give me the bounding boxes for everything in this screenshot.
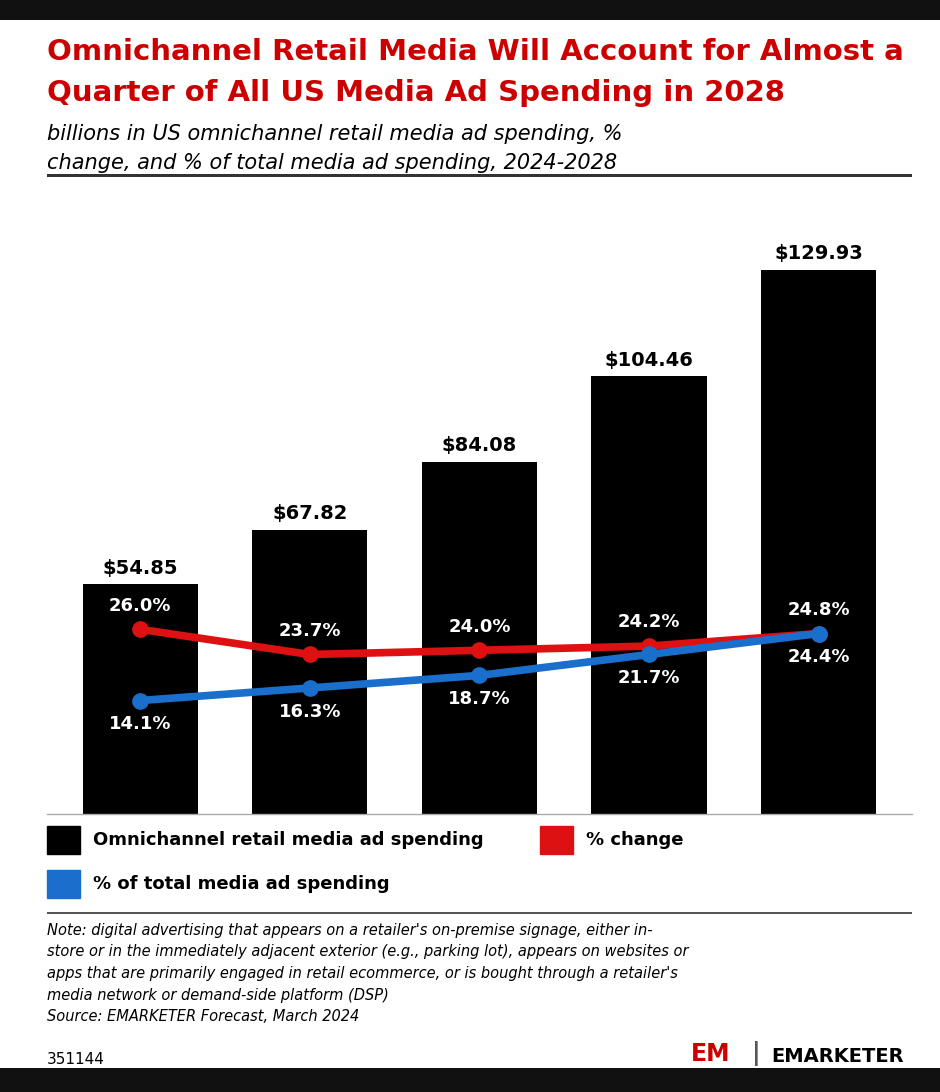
Text: Quarter of All US Media Ad Spending in 2028: Quarter of All US Media Ad Spending in 2… — [47, 79, 785, 107]
Bar — [252, 530, 368, 814]
Text: Omnichannel retail media ad spending: Omnichannel retail media ad spending — [93, 831, 483, 848]
Text: Omnichannel Retail Media Will Account for Almost a: Omnichannel Retail Media Will Account fo… — [47, 38, 903, 67]
Text: change, and % of total media ad spending, 2024-2028: change, and % of total media ad spending… — [47, 153, 618, 173]
Bar — [540, 826, 572, 854]
Text: 16.3%: 16.3% — [278, 702, 341, 721]
Text: % change: % change — [586, 831, 683, 848]
Bar — [760, 270, 876, 814]
Text: 24.0%: 24.0% — [448, 618, 510, 636]
Bar — [591, 377, 707, 814]
Text: 23.7%: 23.7% — [278, 621, 341, 640]
Text: 14.1%: 14.1% — [109, 715, 171, 733]
Text: Note: digital advertising that appears on a retailer's on-premise signage, eithe: Note: digital advertising that appears o… — [47, 923, 688, 1024]
Text: 24.2%: 24.2% — [618, 614, 681, 631]
Text: 21.7%: 21.7% — [618, 669, 681, 687]
Bar — [47, 869, 80, 898]
Bar — [83, 584, 198, 814]
Text: $67.82: $67.82 — [273, 505, 348, 523]
Text: billions in US omnichannel retail media ad spending, %: billions in US omnichannel retail media … — [47, 124, 622, 144]
Bar — [47, 826, 80, 854]
Text: EM: EM — [691, 1042, 730, 1066]
Text: EMARKETER: EMARKETER — [771, 1047, 903, 1066]
Text: 24.4%: 24.4% — [788, 649, 850, 666]
Text: 351144: 351144 — [47, 1052, 105, 1067]
Text: $129.93: $129.93 — [775, 245, 863, 263]
Text: 18.7%: 18.7% — [448, 690, 510, 708]
Bar — [422, 462, 537, 814]
Text: 24.8%: 24.8% — [787, 601, 850, 619]
Text: % of total media ad spending: % of total media ad spending — [93, 875, 389, 892]
Text: 26.0%: 26.0% — [109, 596, 171, 615]
Text: $54.85: $54.85 — [102, 559, 178, 578]
Text: $104.46: $104.46 — [604, 351, 694, 370]
Text: |: | — [752, 1041, 760, 1066]
Text: $84.08: $84.08 — [442, 437, 517, 455]
